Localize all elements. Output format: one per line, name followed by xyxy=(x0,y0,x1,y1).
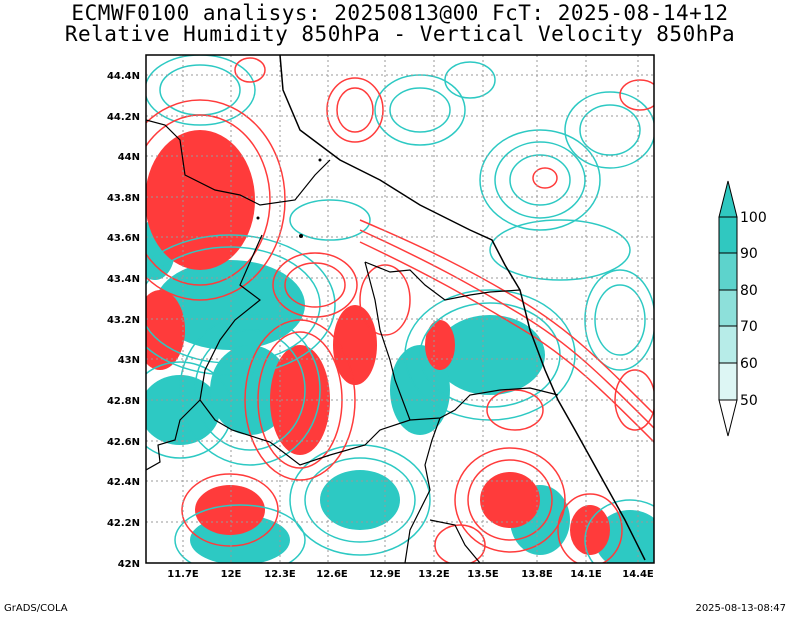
map-title-line2: Relative Humidity 850hPa - Vertical Velo… xyxy=(64,22,736,46)
map-title-line1: ECMWF0100 analisys: 20250813@00 FcT: 202… xyxy=(71,1,729,25)
humidity-core xyxy=(155,260,305,350)
coastline xyxy=(279,55,646,561)
plot-frame xyxy=(145,54,655,564)
lon-label: 12.9E xyxy=(369,569,401,580)
humidity-contours xyxy=(146,55,654,563)
lat-label: 43.2N xyxy=(107,315,140,326)
lat-label: 43.4N xyxy=(107,274,140,285)
lat-label: 43N xyxy=(118,355,140,366)
lat-label: 44N xyxy=(118,152,140,163)
lat-label: 42.6N xyxy=(107,437,140,448)
region-border xyxy=(429,519,481,563)
boundaries xyxy=(146,55,646,563)
velocity-core xyxy=(270,345,330,455)
colorbar-label: 100 xyxy=(740,210,767,226)
region-border xyxy=(146,399,201,471)
lon-label: 12.3E xyxy=(264,569,296,580)
humidity-core xyxy=(320,470,400,530)
footer-credit: GrADS/COLA xyxy=(4,603,68,614)
velocity-core xyxy=(146,290,185,370)
latitude-labels: 44.4N 44.2N 44N 43.8N 43.6N 43.4N 43.2N … xyxy=(107,71,140,570)
lat-label: 43.8N xyxy=(107,193,140,204)
lon-label: 13.5E xyxy=(467,569,499,580)
city-markers xyxy=(256,158,322,238)
colorbar-segment xyxy=(718,289,738,327)
colorbar-label: 90 xyxy=(740,246,758,262)
lon-label: 13.2E xyxy=(418,569,450,580)
region-border xyxy=(199,234,559,466)
velocity-core xyxy=(333,305,377,385)
colorbar-segment xyxy=(718,325,738,364)
lat-label: 44.4N xyxy=(107,71,140,82)
velocity-core xyxy=(146,130,255,270)
colorbar-bottom-arrow xyxy=(718,399,738,437)
lon-label: 14.1E xyxy=(570,569,602,580)
city-dot xyxy=(256,216,260,220)
city-dot xyxy=(318,158,322,162)
humidity-core xyxy=(435,315,545,395)
humidity-core xyxy=(210,345,290,435)
velocity-core xyxy=(425,320,455,370)
lat-label: 43.6N xyxy=(107,233,140,244)
region-border xyxy=(364,261,521,301)
colorbar: 100 90 80 70 60 50 xyxy=(718,180,767,437)
lat-label: 42.4N xyxy=(107,477,140,488)
colorbar-top-arrow xyxy=(718,180,738,218)
region-border xyxy=(404,417,441,563)
colorbar-segment xyxy=(718,362,738,401)
lat-label: 42.2N xyxy=(107,518,140,529)
lon-label: 13.8E xyxy=(521,569,553,580)
footer-timestamp: 2025-08-13-08:47 xyxy=(695,603,786,614)
lon-label: 12E xyxy=(221,569,242,580)
colorbar-label: 80 xyxy=(740,283,758,299)
velocity-core xyxy=(570,505,610,555)
lat-label: 42N xyxy=(118,559,140,570)
region-border xyxy=(146,119,331,206)
lon-label: 14.4E xyxy=(622,569,654,580)
lon-label: 11.7E xyxy=(167,569,199,580)
city-dot xyxy=(299,234,303,238)
colorbar-segment xyxy=(718,252,738,291)
colorbar-label: 70 xyxy=(740,319,758,335)
velocity-core xyxy=(480,472,540,528)
lat-label: 44.2N xyxy=(107,112,140,123)
lat-label: 42.8N xyxy=(107,396,140,407)
colorbar-label: 60 xyxy=(740,356,758,372)
longitude-labels: 11.7E 12E 12.3E 12.6E 12.9E 13.2E 13.5E … xyxy=(167,569,654,580)
colorbar-segment xyxy=(718,216,738,254)
region-border xyxy=(364,261,411,421)
colorbar-label: 50 xyxy=(740,393,758,409)
lon-label: 12.6E xyxy=(316,569,348,580)
